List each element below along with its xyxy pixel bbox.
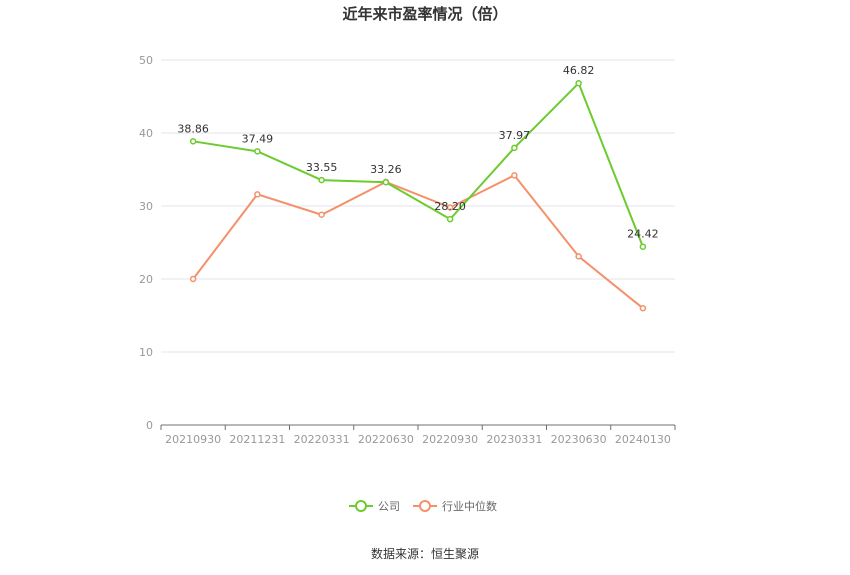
gridlines (161, 59, 675, 353)
source-note: 数据来源：恒生聚源 (371, 546, 479, 561)
data-point[interactable] (446, 204, 454, 211)
data-point[interactable] (382, 178, 390, 186)
data-point[interactable] (639, 243, 647, 250)
x-tick-label: 20230630 (551, 433, 607, 446)
x-tick-label: 20210930 (165, 433, 221, 446)
x-tick-label: 20230331 (486, 433, 542, 446)
data-point[interactable] (189, 138, 197, 145)
legend[interactable]: 公司 行业中位数 (349, 499, 497, 513)
data-point[interactable] (318, 176, 325, 184)
legend-item-company[interactable]: 公司 (349, 500, 400, 513)
data-point[interactable] (639, 304, 647, 312)
data-label: 33.55 (306, 161, 338, 174)
y-tick-label: 30 (139, 200, 153, 213)
data-point[interactable] (254, 191, 261, 198)
data-point[interactable] (575, 79, 582, 87)
y-tick-label: 40 (139, 127, 153, 140)
series-layer: 38.86 37.49 33.55 33.26 28.20 37.97 46.82 24.42 (177, 64, 659, 312)
y-tick-label: 10 (139, 346, 153, 359)
data-label: 46.82 (563, 64, 595, 77)
series-line (192, 81, 644, 248)
chart-title: 近年来市盈率情况（倍） (342, 5, 507, 23)
y-tick-label: 0 (146, 419, 153, 432)
x-tick-label: 20220930 (422, 433, 478, 446)
data-point[interactable] (254, 148, 261, 155)
legend-marker-icon (419, 500, 431, 512)
series-industry-median (189, 172, 647, 312)
legend-label: 行业中位数 (442, 499, 497, 513)
data-label: 33.26 (370, 163, 402, 176)
data-label: 38.86 (177, 122, 209, 135)
data-label: 37.97 (499, 129, 531, 142)
x-axis: 20210930 20211231 20220331 20220630 20220930… (160, 424, 676, 446)
series-company: 38.86 37.49 33.55 33.26 28.20 37.97 46.82 24.42 (177, 64, 659, 250)
y-tick-label: 20 (139, 273, 153, 286)
data-point[interactable] (189, 275, 197, 283)
data-point[interactable] (575, 253, 582, 260)
x-tick-label: 20211231 (229, 433, 285, 446)
data-label: 37.49 (242, 132, 274, 145)
legend-label: 公司 (378, 500, 400, 513)
data-label: 24.42 (627, 228, 659, 241)
series-line (192, 174, 644, 309)
legend-marker-icon (355, 500, 367, 512)
data-point[interactable] (511, 144, 518, 152)
y-tick-label: 50 (139, 54, 153, 67)
legend-item-industry-median[interactable]: 行业中位数 (413, 499, 497, 513)
data-point[interactable] (446, 215, 454, 223)
data-label: 28.20 (434, 200, 466, 213)
data-point[interactable] (318, 211, 325, 219)
x-tick-label: 20220331 (294, 433, 350, 446)
y-axis-ticks: 0 10 20 30 40 50 (139, 54, 153, 432)
x-tick-label: 20220630 (358, 433, 414, 446)
x-tick-label: 20240130 (615, 433, 671, 446)
data-point[interactable] (511, 172, 518, 179)
